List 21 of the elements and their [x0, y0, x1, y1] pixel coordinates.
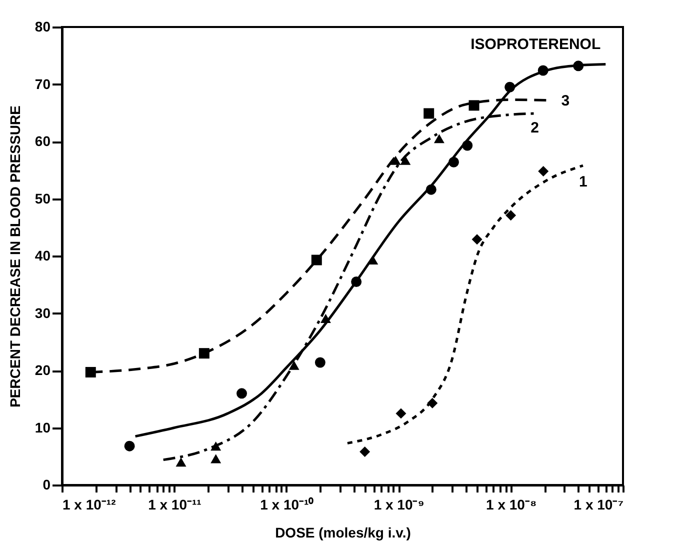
x-tick-label: 1 x 10⁻⁸ — [486, 496, 537, 512]
series-label: 2 — [530, 119, 539, 136]
series-label: ISOPROTERENOL — [470, 36, 601, 54]
y-tick-label: 0 — [42, 476, 51, 492]
x-tick-label: 1 x 10⁻⁷ — [574, 496, 624, 512]
y-tick-label: 20 — [34, 362, 51, 378]
y-tick-label: 30 — [34, 304, 51, 321]
x-tick-label: 1 x 10⁻⁹ — [374, 496, 424, 512]
y-tick-label: 10 — [34, 419, 51, 436]
y-tick-label: 60 — [34, 133, 51, 149]
x-axis-title: DOSE (moles/kg i.v.) — [275, 524, 411, 540]
x-tick-label: 1 x 10⁻¹⁰ — [260, 496, 314, 512]
series-label: 1 — [578, 174, 588, 191]
y-axis-title: PERCENT DECREASE IN BLOOD PRESSURE — [6, 106, 23, 408]
y-tick-label: 70 — [34, 76, 51, 92]
x-tick-label: 1 x 10⁻¹¹ — [148, 496, 202, 512]
y-tick-label: 50 — [34, 190, 51, 206]
series-label: 3 — [561, 92, 570, 110]
y-tick-label: 40 — [34, 248, 51, 264]
x-tick-label: 1 x 10⁻¹² — [62, 496, 116, 512]
y-tick-label: 80 — [34, 18, 51, 34]
